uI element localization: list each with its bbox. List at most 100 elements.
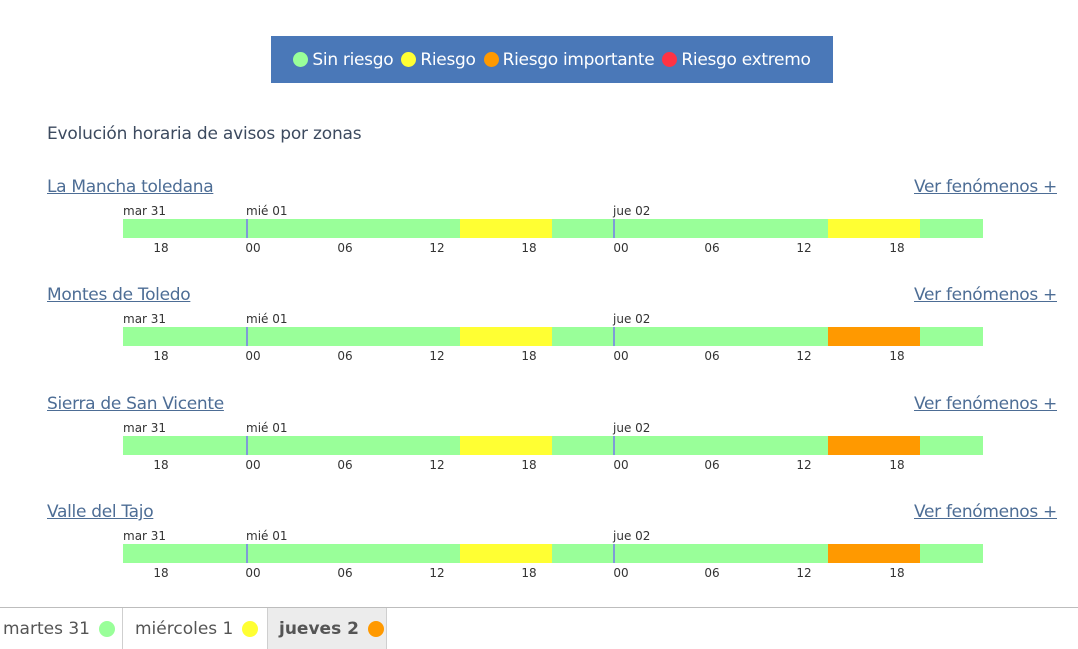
risk-segment — [920, 327, 983, 346]
risk-segment — [828, 436, 920, 455]
hour-tick-label: 06 — [704, 458, 720, 472]
red-dot-icon — [662, 52, 678, 67]
hour-tick-label: 06 — [704, 349, 720, 363]
day-label: mar 31 — [123, 312, 167, 326]
legend-item-riesgo-extremo: Riesgo extremo — [662, 49, 811, 70]
risk-segment — [460, 327, 552, 346]
zone-name-link[interactable]: Montes de Toledo — [47, 285, 191, 305]
risk-segment — [920, 436, 983, 455]
risk-timeline-bar — [123, 436, 983, 455]
zone-row: La Mancha toledana Ver fenómenos + mar 31 m… — [0, 177, 1078, 267]
risk-segment — [460, 544, 552, 563]
risk-timeline-bar — [123, 219, 983, 238]
risk-legend: Sin riesgo Riesgo Riesgo importante Ries… — [271, 36, 833, 83]
day-label: mar 31 — [123, 529, 167, 543]
zone-name-link[interactable]: Valle del Tajo — [47, 502, 154, 522]
tab-miercoles-1[interactable]: miércoles 1 — [122, 608, 268, 649]
risk-timeline-bar — [123, 327, 983, 346]
ver-fenomenos-link[interactable]: Ver fenómenos + — [914, 394, 1057, 414]
day-divider — [613, 436, 615, 455]
hour-tick-label: 00 — [245, 241, 261, 255]
risk-segment — [828, 219, 920, 238]
risk-segment — [552, 544, 828, 563]
risk-segment — [920, 219, 983, 238]
hour-tick-label: 12 — [429, 566, 445, 580]
hour-tick-label: 12 — [796, 458, 812, 472]
day-divider — [613, 544, 615, 563]
green-dot-icon — [98, 620, 115, 637]
legend-label: Riesgo — [420, 49, 476, 70]
day-label: mié 01 — [246, 204, 288, 218]
tab-martes-31[interactable]: martes 31 — [0, 608, 122, 649]
green-dot-icon — [293, 52, 309, 67]
hour-tick-label: 00 — [245, 566, 261, 580]
day-label: mié 01 — [246, 529, 288, 543]
hour-tick-label: 18 — [153, 458, 169, 472]
legend-item-sin-riesgo: Sin riesgo — [293, 49, 394, 70]
risk-segment — [460, 219, 552, 238]
hour-tick-label: 18 — [521, 566, 537, 580]
hour-tick-label: 18 — [889, 458, 905, 472]
risk-segment — [552, 327, 828, 346]
tab-jueves-2[interactable]: jueves 2 — [267, 608, 387, 649]
hour-tick-label: 18 — [153, 349, 169, 363]
hour-tick-label: 06 — [337, 566, 353, 580]
zone-row: Valle del Tajo Ver fenómenos + mar 31 mié 0… — [0, 502, 1078, 592]
risk-segment — [552, 436, 828, 455]
hour-tick-label: 06 — [704, 566, 720, 580]
orange-dot-icon — [367, 620, 384, 637]
ver-fenomenos-link[interactable]: Ver fenómenos + — [914, 285, 1057, 305]
risk-segment — [123, 219, 460, 238]
legend-label: Riesgo extremo — [681, 49, 811, 70]
day-label: mié 01 — [246, 421, 288, 435]
tab-label: jueves 2 — [279, 618, 359, 639]
hour-tick-label: 00 — [613, 458, 629, 472]
zone-name-link[interactable]: La Mancha toledana — [47, 177, 214, 197]
risk-timeline-bar — [123, 544, 983, 563]
yellow-dot-icon — [242, 620, 259, 637]
risk-segment — [828, 544, 920, 563]
risk-segment — [123, 436, 460, 455]
hour-tick-label: 06 — [337, 349, 353, 363]
risk-segment — [123, 327, 460, 346]
hour-tick-label: 18 — [521, 458, 537, 472]
legend-label: Sin riesgo — [312, 49, 394, 70]
hour-tick-label: 18 — [889, 349, 905, 363]
day-divider — [246, 436, 248, 455]
hour-tick-label: 06 — [337, 458, 353, 472]
zone-row: Montes de Toledo Ver fenómenos + mar 31 mié… — [0, 285, 1078, 375]
legend-item-riesgo-importante: Riesgo importante — [483, 50, 655, 70]
risk-segment — [828, 327, 920, 346]
hour-tick-label: 00 — [613, 566, 629, 580]
hour-tick-label: 12 — [429, 458, 445, 472]
hour-tick-label: 06 — [337, 241, 353, 255]
hour-tick-label: 18 — [889, 241, 905, 255]
hour-tick-label: 18 — [153, 566, 169, 580]
zone-row: Sierra de San Vicente Ver fenómenos + mar … — [0, 394, 1078, 484]
yellow-dot-icon — [401, 52, 417, 67]
hour-tick-label: 12 — [796, 349, 812, 363]
day-label: jue 02 — [613, 204, 651, 218]
day-label: jue 02 — [613, 529, 651, 543]
day-divider — [613, 327, 615, 346]
day-divider — [246, 219, 248, 238]
day-label: jue 02 — [613, 421, 651, 435]
day-label: jue 02 — [613, 312, 651, 326]
hour-tick-label: 18 — [521, 349, 537, 363]
ver-fenomenos-link[interactable]: Ver fenómenos + — [914, 502, 1057, 522]
hour-tick-label: 12 — [796, 566, 812, 580]
hour-tick-label: 12 — [796, 241, 812, 255]
zone-name-link[interactable]: Sierra de San Vicente — [47, 394, 224, 414]
hour-tick-label: 12 — [429, 349, 445, 363]
day-label: mar 31 — [123, 204, 167, 218]
tab-label: miércoles 1 — [135, 618, 234, 639]
day-divider — [613, 219, 615, 238]
hour-tick-label: 12 — [429, 241, 445, 255]
tabs-divider — [0, 607, 1078, 608]
hour-tick-label: 00 — [613, 349, 629, 363]
risk-segment — [123, 544, 460, 563]
ver-fenomenos-link[interactable]: Ver fenómenos + — [914, 177, 1057, 197]
tab-label: martes 31 — [3, 618, 90, 639]
hour-tick-label: 06 — [704, 241, 720, 255]
day-divider — [246, 327, 248, 346]
